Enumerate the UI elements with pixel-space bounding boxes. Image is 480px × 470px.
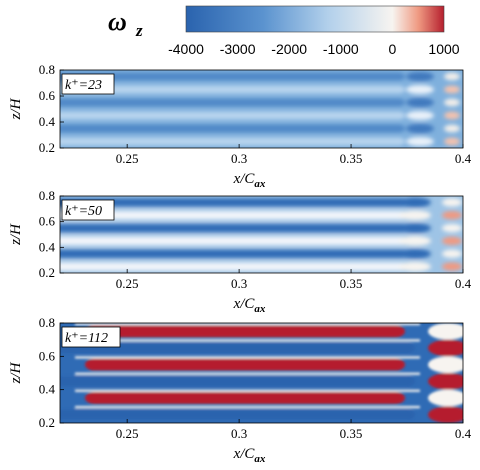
colorbar-tick-label: -4000 [168,41,204,57]
x-tick-label: 0.25 [116,276,139,291]
y-tick-label: 0.2 [39,415,55,430]
panel-label-box [61,73,115,95]
colorbar-tick-label: -2000 [271,41,307,57]
panel-1: 0.2 0.4 0.6 0.8 0.25 0.3 0.35 0.4 x/Cax z/H k⁺=23 [8,62,472,190]
colorbar-symbol-subscript: z [135,21,143,40]
x-tick-label: 0.35 [340,151,363,166]
x-axis-label: x/Cax [233,296,266,315]
y-tick-label: 0.8 [39,188,55,203]
y-tick-label: 0.8 [39,62,55,77]
x-tick-label: 0.3 [231,151,247,166]
panels: 0.20.40.60.80.25 0.3 0.35 0.4x/Caxz/Hk⁺=230… [8,62,472,465]
y-tick-label: 0.4 [39,382,56,397]
y-tick-label: 0.6 [39,88,56,103]
x-tick-label: 0.4 [455,426,472,441]
y-tick-label: 0.4 [39,114,56,129]
colorbar-gradient [185,5,445,33]
x-axis-label-sub: ax [254,303,266,315]
y-tick-label: 0.2 [39,265,55,280]
y-axis-label: z/H [8,223,24,246]
y-tick-label: 0.6 [39,348,56,363]
panel-label: k⁺=112 [65,331,108,346]
plot-frame [59,195,464,274]
x-axis-label-sub: ax [254,178,266,190]
x-axis-label-main: x/C [233,171,256,187]
x-tick-label: 0.35 [340,426,363,441]
colorbar-tick-label: -3000 [220,41,256,57]
x-tick-label: 0.25 [116,151,139,166]
x-axis-label-sub: ax [254,453,266,465]
colorbar-symbol: ω [108,7,127,36]
plot-frame [59,322,464,424]
colorbar-tick-label: 0 [389,41,397,57]
x-axis-label-main: x/C [233,446,256,462]
panel-label-box [61,326,121,348]
colorbar-tick-label: 1000 [428,41,459,57]
x-tick-label: 0.35 [340,276,363,291]
panel-label-box [61,199,115,221]
vorticity-field [60,323,463,423]
colorbar-tick-label: -1000 [323,41,359,57]
panel-label: k⁺=50 [65,204,102,219]
x-tick-label: 0.4 [455,276,472,291]
y-tick-label: 0.6 [39,214,56,229]
panel-2: 0.2 0.4 0.6 0.8 0.25 0.3 0.35 0.4 x/Cax z/H k⁺=50 [8,188,472,315]
panel-3: 0.2 0.4 0.6 0.8 0.25 0.3 0.35 0.4 x/Cax z/H k⁺=112 [8,315,472,465]
x-tick-label: 0.3 [231,276,247,291]
y-tick-label: 0.8 [39,315,55,330]
x-tick-label: 0.3 [231,426,247,441]
colorbar-ticks: -4000 -3000 -2000 -1000 0 1000 [168,41,460,57]
vorticity-field [60,196,463,273]
x-tick-label: 0.4 [455,151,472,166]
plot-frame [59,69,464,149]
colorbar: ω z -4000 -3000 -2000 -1000 0 1000 [108,5,460,57]
x-axis-label: x/Cax [233,171,266,190]
x-axis-label-main: x/C [233,296,256,312]
x-axis-label: x/Cax [233,446,266,465]
x-tick-label: 0.25 [116,426,139,441]
vorticity-field [60,70,463,148]
panel-label: k⁺=23 [65,78,102,93]
y-axis-label: z/H [8,97,24,120]
y-tick-label: 0.2 [39,140,55,155]
y-axis-label: z/H [8,361,24,384]
y-tick-label: 0.4 [39,239,56,254]
